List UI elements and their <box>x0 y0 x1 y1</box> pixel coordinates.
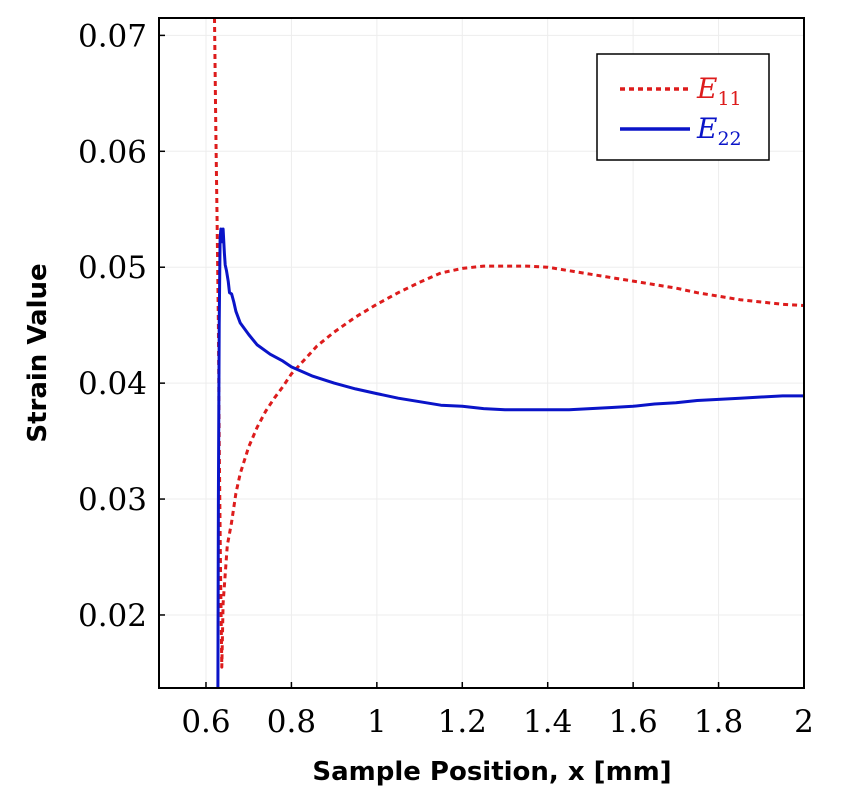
x-tick-label: 1.4 <box>523 704 572 740</box>
y-tick-label: 0.07 <box>78 18 147 54</box>
axis-ticks <box>159 34 805 688</box>
x-tick-label: 1.6 <box>608 704 657 740</box>
legend-label-e11-sub: 11 <box>717 88 741 110</box>
legend-label-e22-sub: 22 <box>717 128 741 150</box>
legend-label-e22-main: E <box>696 112 717 145</box>
x-tick-label: 1 <box>367 704 387 740</box>
y-tick-label: 0.02 <box>78 598 147 634</box>
x-tick-label: 1.2 <box>438 704 487 740</box>
legend-label-e11-main: E <box>696 72 717 105</box>
series-lines <box>213 17 805 689</box>
tick-labels: 0.6 0.8 1 1.2 1.4 1.6 1.8 2 0.02 0.03 0.04 0.05 0.06… <box>78 18 814 740</box>
y-tick-label: 0.03 <box>78 482 147 518</box>
y-tick-label: 0.04 <box>78 366 147 402</box>
x-tick-label: 0.8 <box>267 704 316 740</box>
legend-label-e22: E22 <box>696 112 742 150</box>
legend-label-e11: E11 <box>696 72 742 110</box>
x-tick-label: 0.6 <box>181 704 230 740</box>
y-tick-label: 0.06 <box>78 134 147 170</box>
x-axis-title: Sample Position, x [mm] <box>312 757 671 787</box>
y-axis-title: Strain Value <box>23 263 53 442</box>
plot-frame <box>158 17 805 689</box>
legend: E11 E22 <box>596 53 770 161</box>
series-line-e11 <box>213 17 805 669</box>
y-tick-label: 0.05 <box>78 250 147 286</box>
x-tick-label: 2 <box>794 704 814 740</box>
x-tick-label: 1.8 <box>694 704 743 740</box>
legend-box <box>596 53 770 161</box>
series-line-e22 <box>216 227 804 689</box>
